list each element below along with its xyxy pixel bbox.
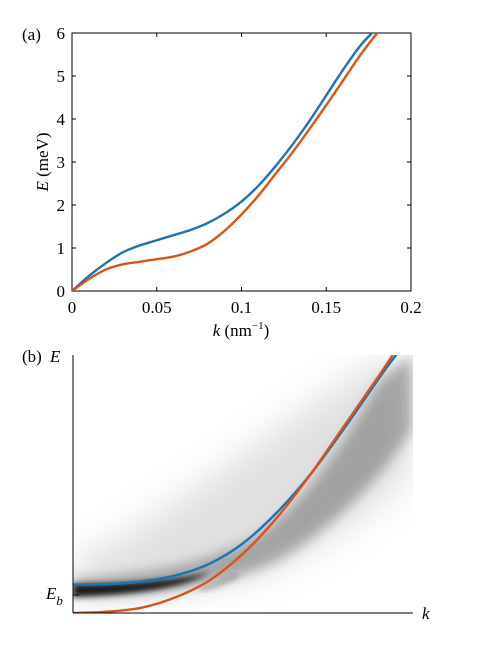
x-tick-label: 0.05 [142,298,172,317]
panel-b-y-axis-label: E [49,347,61,366]
intensity-band [73,355,412,596]
intensity-halo [73,355,412,596]
panel-b: (b) E k Eb [22,347,430,623]
x-tick-label: 0 [68,298,77,317]
panel-b-x-axis-label: k [422,604,430,623]
y-tick-label: 5 [57,67,66,86]
panel-b-eb-label: Eb [45,584,63,608]
series-line-2 [73,355,394,613]
panel-a: (a) 0 0.05 0.1 0.15 0.2 0 1 2 3 4 5 6 k (nm−1) E (… [22,24,422,340]
x-tick-label: 0.15 [311,298,341,317]
panel-a-y-ticks: 0 1 2 3 4 5 6 [57,24,411,301]
series-line-1 [73,355,398,586]
panel-a-x-axis-label: k (nm−1) [213,320,270,340]
panel-b-intensity-map [73,355,412,597]
y-tick-label: 4 [57,110,66,129]
panel-a-y-axis-label: E (meV) [33,132,52,192]
panel-a-label: (a) [22,25,41,44]
panel-a-x-ticks: 0 0.05 0.1 0.15 0.2 [68,33,422,317]
series-line-1 [72,33,374,291]
y-tick-label: 1 [57,239,66,258]
intensity-core [73,572,210,597]
intensity-tail [199,573,239,592]
x-tick-label: 0.1 [231,298,252,317]
y-tick-label: 6 [57,24,66,43]
x-tick-label: 0.2 [400,298,421,317]
series-line-2 [72,33,379,291]
panel-b-label: (b) [22,347,42,366]
y-tick-label: 0 [57,282,66,301]
y-tick-label: 2 [57,196,66,215]
y-tick-label: 3 [57,153,66,172]
panel-a-series [72,33,379,291]
panel-b-series [73,355,398,613]
